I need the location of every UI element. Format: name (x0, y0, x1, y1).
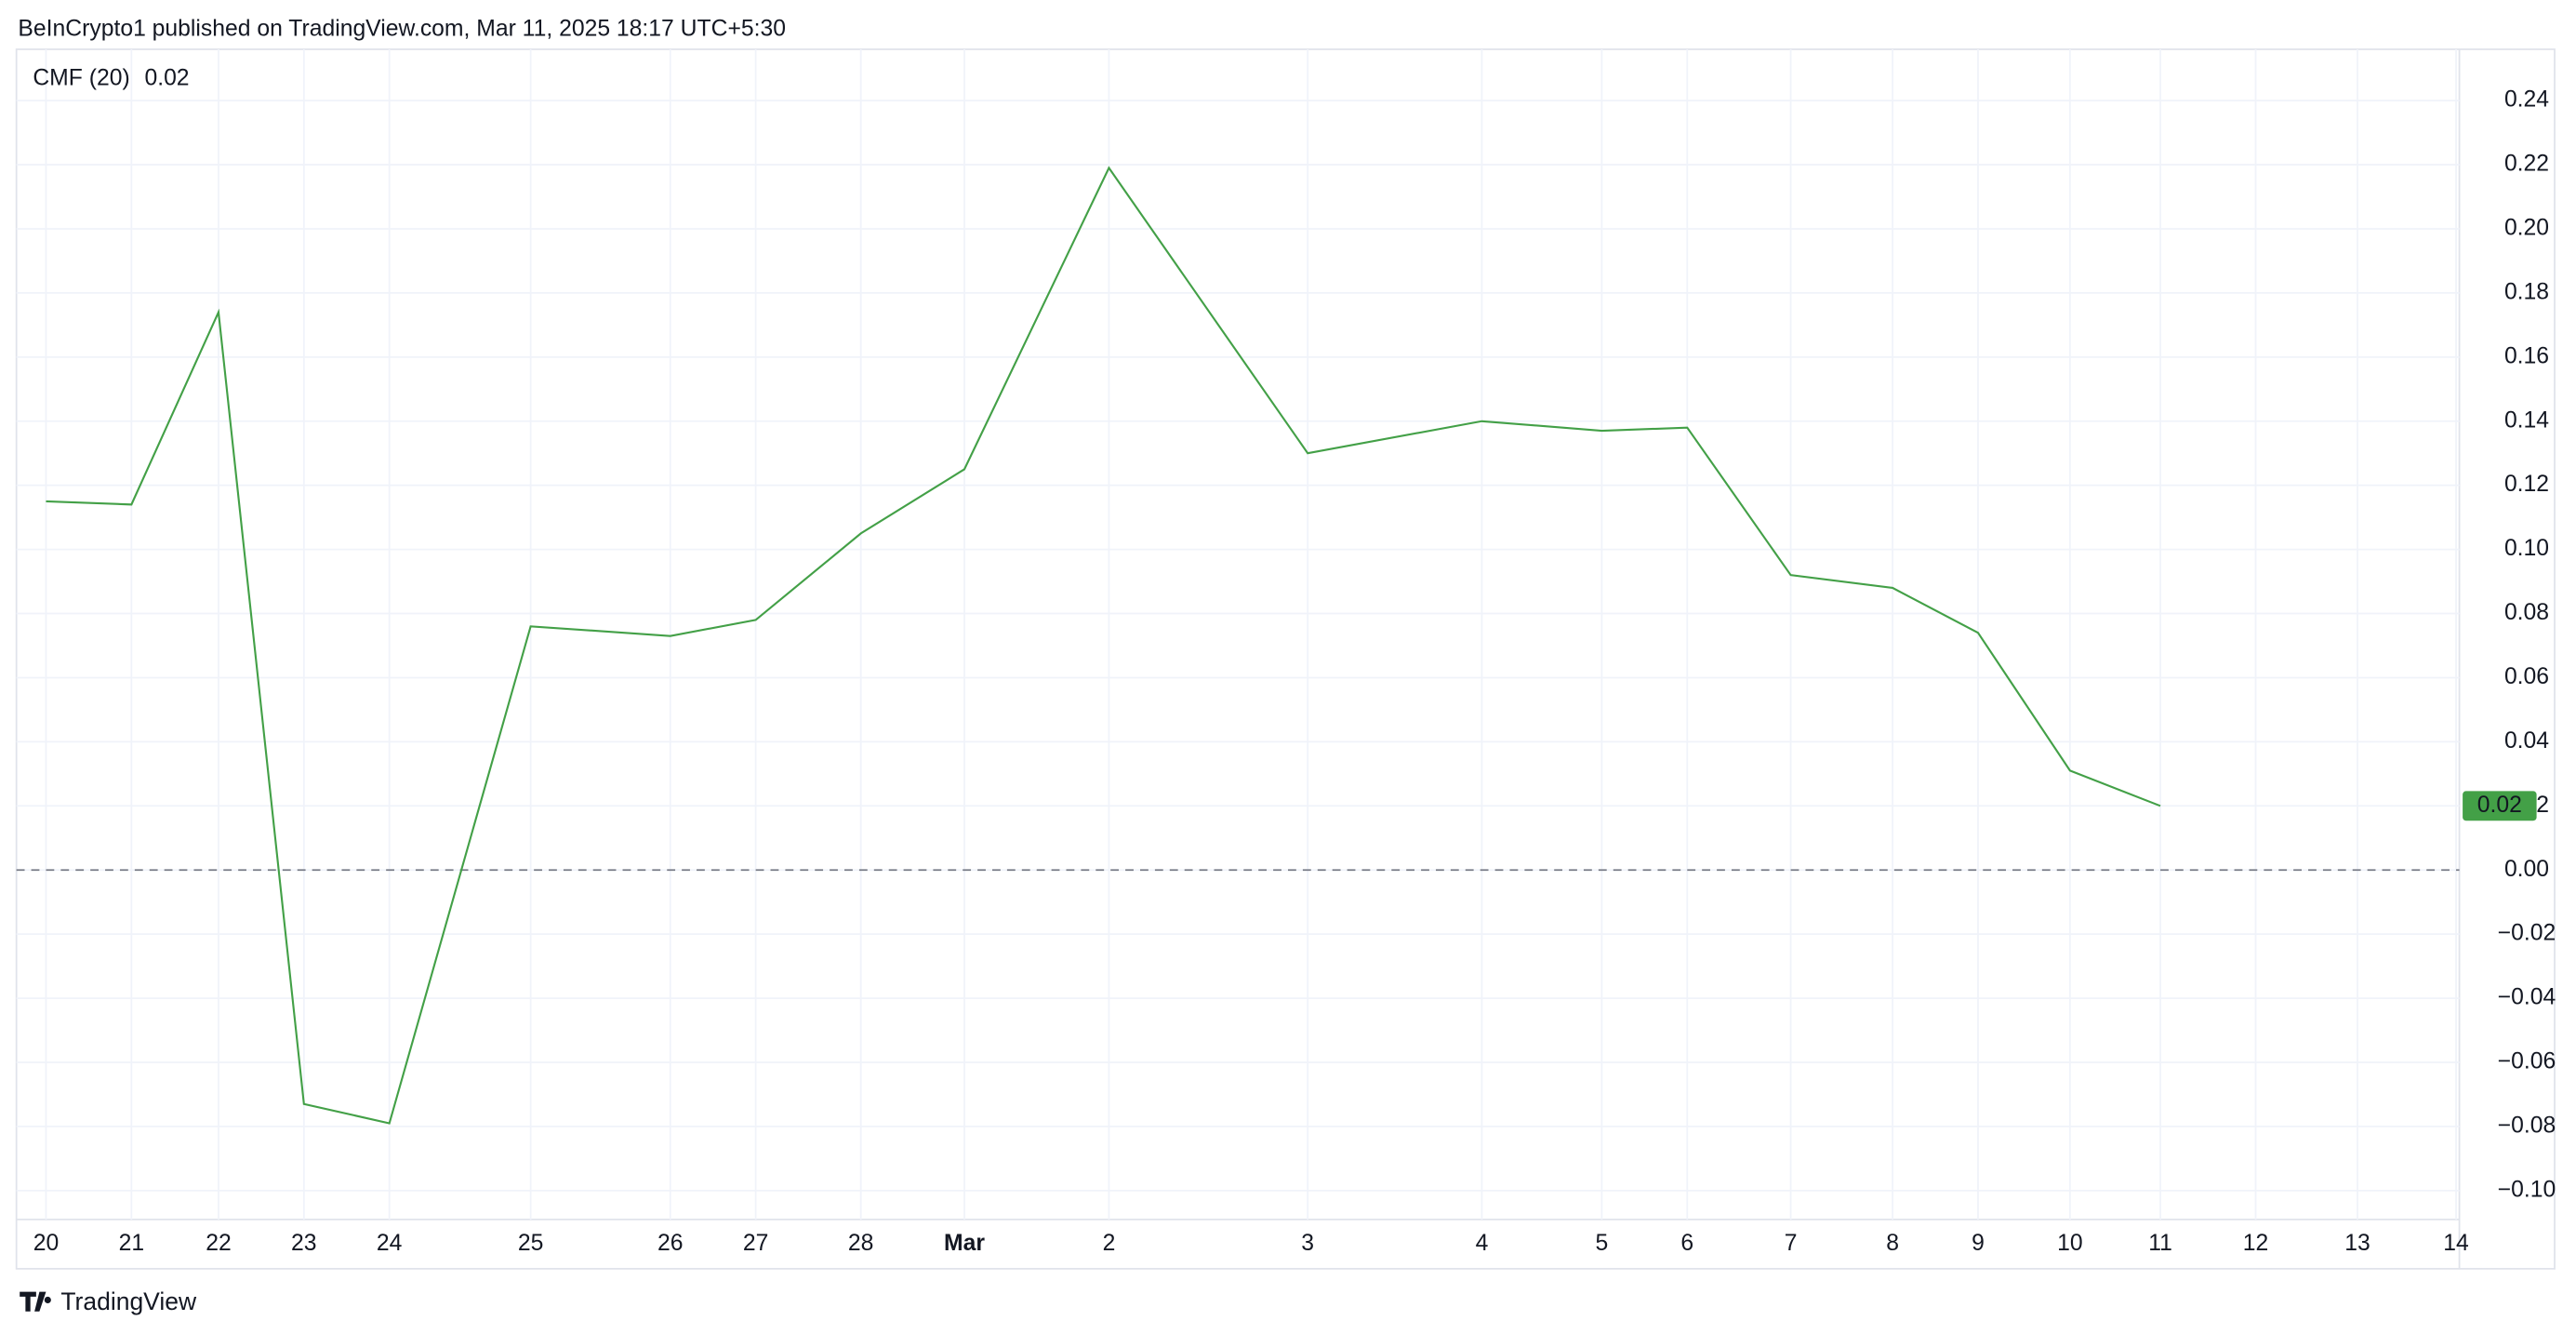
x-tick-label: 2 (1103, 1231, 1116, 1256)
y-tick-label: −0.04 (2498, 985, 2556, 1010)
x-tick-label: 26 (657, 1231, 683, 1256)
x-tick-label: 24 (377, 1231, 403, 1256)
x-tick-label: 21 (119, 1231, 144, 1256)
x-tick-label: 11 (2148, 1231, 2172, 1256)
x-tick-label: 8 (1886, 1231, 1899, 1256)
plot (16, 166, 2460, 1125)
last-value-label: 0.02 (2477, 793, 2522, 818)
header-text: BeInCrypto1 published on TradingView.com… (18, 16, 786, 41)
y-tick-label: −0.10 (2498, 1177, 2556, 1202)
x-tick-label: 7 (1785, 1231, 1798, 1256)
x-tick-label: 20 (33, 1231, 59, 1256)
x-tick-label: 6 (1680, 1231, 1693, 1256)
y-tick-label: −0.02 (2498, 921, 2556, 946)
x-tick-label: 13 (2344, 1231, 2370, 1256)
y-tick-label: 0.04 (2504, 728, 2549, 754)
x-tick-label: 22 (206, 1231, 231, 1256)
x-tick-label: 28 (848, 1231, 873, 1256)
x-tick-label: 23 (291, 1231, 316, 1256)
y-tick-label: 0.00 (2504, 857, 2549, 882)
x-tick-label: 9 (1972, 1231, 1985, 1256)
legend-name: CMF (20) (33, 65, 129, 90)
y-tick-label: 0.10 (2504, 536, 2549, 561)
y-tick-label: 0.24 (2504, 87, 2549, 113)
x-tick-label: 5 (1596, 1231, 1609, 1256)
x-tick-label: 14 (2443, 1231, 2469, 1256)
x-tick-label: Mar (944, 1231, 985, 1256)
chart-frame (15, 48, 2556, 1270)
y-tick-label: 0.16 (2504, 343, 2549, 368)
logo: TradingView (20, 1287, 197, 1315)
y-tick-label: 0.06 (2504, 664, 2549, 689)
y-tick-label: −0.08 (2498, 1113, 2556, 1138)
y-tick-label: 0.18 (2504, 279, 2549, 304)
last-value-badge (2463, 791, 2537, 821)
x-tick-label: 3 (1301, 1231, 1314, 1256)
x-tick-label: 4 (1476, 1231, 1489, 1256)
x-tick-label: 10 (2057, 1231, 2082, 1256)
logo-text: TradingView (60, 1287, 197, 1315)
y-tick-label: 0.14 (2504, 407, 2549, 433)
y-tick-label: 0.20 (2504, 216, 2549, 241)
x-tick-label: 27 (743, 1231, 768, 1256)
y-tick-label: 0.22 (2504, 152, 2549, 177)
y-tick-label: 0.12 (2504, 472, 2549, 497)
logo-icon (20, 1291, 51, 1312)
x-tick-label: 12 (2243, 1231, 2268, 1256)
y-tick-label: −0.06 (2498, 1049, 2556, 1074)
legend-value: 0.02 (144, 65, 189, 90)
y-tick-label: 0.08 (2504, 600, 2549, 625)
x-tick-label: 25 (518, 1231, 543, 1256)
cmf-line (46, 166, 2161, 1125)
